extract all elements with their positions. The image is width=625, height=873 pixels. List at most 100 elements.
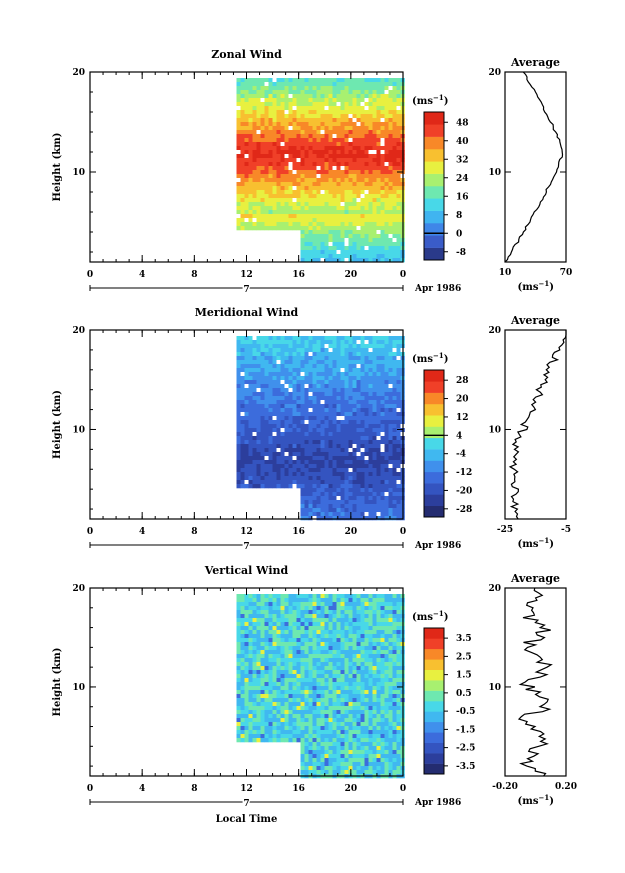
heatmap-cell — [340, 730, 345, 735]
heatmap-cell — [356, 202, 361, 207]
colorbar-unit: (ms−1) — [412, 351, 448, 365]
heatmap-cell — [260, 396, 265, 401]
heatmap-cell — [348, 408, 353, 413]
heatmap-cell — [384, 348, 389, 353]
heatmap-cell — [360, 416, 365, 421]
heatmap-cell — [284, 110, 289, 115]
heatmap-cell — [296, 674, 301, 679]
heatmap-cell — [296, 618, 301, 623]
heatmap-cell — [348, 98, 353, 103]
heatmap-cell — [244, 702, 249, 707]
heatmap-cell — [324, 678, 329, 683]
colorbar-swatch — [424, 173, 444, 187]
heatmap-cell — [252, 210, 257, 215]
heatmap-cell — [240, 484, 245, 489]
heatmap-cell — [280, 384, 285, 389]
heatmap-cell — [296, 662, 301, 667]
heatmap-cell — [248, 730, 253, 735]
heatmap-cell — [280, 226, 285, 231]
heatmap-cell — [268, 186, 273, 191]
heatmap-cell — [264, 444, 269, 449]
heatmap-cell — [336, 638, 341, 643]
heatmap-cell — [336, 258, 341, 263]
heatmap-cell — [280, 432, 285, 437]
heatmap-cell — [392, 420, 397, 425]
heatmap-cell — [356, 154, 361, 159]
heatmap-cell — [308, 734, 313, 739]
heatmap-cell — [348, 336, 353, 341]
heatmap-cell — [308, 352, 313, 357]
heatmap-cell — [336, 154, 341, 159]
heatmap-cell — [312, 606, 317, 611]
heatmap-cell — [320, 424, 325, 429]
heatmap-cell — [284, 428, 289, 433]
heatmap-cell — [348, 492, 353, 497]
heatmap-cell — [308, 436, 313, 441]
heatmap-cell — [244, 360, 249, 365]
heatmap-cell — [292, 614, 297, 619]
heatmap-cell — [364, 178, 369, 183]
heatmap-cell — [360, 444, 365, 449]
heatmap-cell — [252, 138, 257, 143]
heatmap-cell — [384, 480, 389, 485]
heatmap-cell — [260, 654, 265, 659]
heatmap-cell — [260, 356, 265, 361]
heatmap-cell — [236, 372, 241, 377]
heatmap-cell — [384, 444, 389, 449]
heatmap-cell — [372, 150, 377, 155]
heatmap-cell — [332, 622, 337, 627]
heatmap-cell — [276, 646, 281, 651]
heatmap-cell — [268, 198, 273, 203]
heatmap-cell — [360, 158, 365, 163]
heatmap-cell — [300, 428, 305, 433]
heatmap-cell — [356, 162, 361, 167]
heatmap-cell — [288, 484, 293, 489]
heatmap-cell — [244, 460, 249, 465]
heatmap-cell — [372, 158, 377, 163]
heatmap-cell — [372, 456, 377, 461]
heatmap-cell — [364, 496, 369, 501]
heatmap-cell — [296, 194, 301, 199]
heatmap-cell — [312, 166, 317, 171]
heatmap-cell — [292, 372, 297, 377]
heatmap-cell — [280, 436, 285, 441]
heatmap-cell — [336, 186, 341, 191]
heatmap-cell — [300, 460, 305, 465]
heatmap-cell — [244, 118, 249, 123]
heatmap-cell — [296, 698, 301, 703]
heatmap-cell — [252, 380, 257, 385]
heatmap-cell — [312, 158, 317, 163]
heatmap-cell — [248, 384, 253, 389]
heatmap-cell — [332, 436, 337, 441]
heatmap-cell — [344, 420, 349, 425]
heatmap-cell — [316, 626, 321, 631]
heatmap-cell — [252, 170, 257, 175]
heatmap-cell — [276, 468, 281, 473]
heatmap-cell — [392, 158, 397, 163]
heatmap-cell — [304, 484, 309, 489]
heatmap-cell — [260, 162, 265, 167]
heatmap-cell — [308, 710, 313, 715]
heatmap-cell — [348, 194, 353, 199]
heatmap-cell — [384, 440, 389, 445]
heatmap-cell — [364, 336, 369, 341]
heatmap-cell — [356, 82, 361, 87]
heatmap-cell — [340, 416, 345, 421]
heatmap-cell — [328, 678, 333, 683]
heatmap-cell — [308, 408, 313, 413]
heatmap-cell — [288, 126, 293, 131]
heatmap-cell — [304, 154, 309, 159]
heatmap-cell — [352, 384, 357, 389]
heatmap-cell — [388, 82, 393, 87]
heatmap-cell — [316, 666, 321, 671]
heatmap-cell — [320, 392, 325, 397]
heatmap-cell — [372, 198, 377, 203]
heatmap-cell — [352, 162, 357, 167]
heatmap-cell — [384, 106, 389, 111]
heatmap-cell — [316, 114, 321, 119]
heatmap-cell — [240, 372, 245, 377]
heatmap-cell — [380, 384, 385, 389]
heatmap-cell — [296, 654, 301, 659]
heatmap-cell — [236, 678, 241, 683]
heatmap-cell — [236, 452, 241, 457]
